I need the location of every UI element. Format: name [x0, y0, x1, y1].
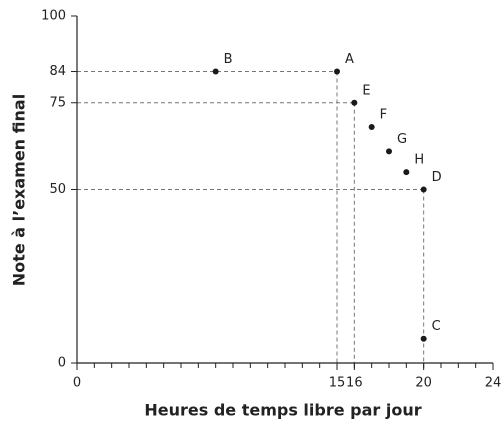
- point: [351, 99, 358, 106]
- point: [368, 124, 375, 131]
- point: [212, 68, 219, 75]
- point-label: D: [432, 170, 442, 185]
- x-tick-label: 24: [485, 376, 502, 391]
- point: [420, 335, 427, 342]
- point-label: F: [380, 108, 387, 123]
- x-tick-label: 16: [346, 376, 363, 391]
- point: [403, 169, 410, 176]
- y-tick-label: 100: [41, 9, 66, 24]
- y-tick-label: 75: [49, 95, 66, 110]
- point: [386, 148, 392, 155]
- point: [334, 68, 340, 75]
- y-tick-label: 0: [58, 356, 66, 371]
- y-axis-title: Note à l’examen final: [10, 94, 29, 286]
- point-label: E: [362, 83, 370, 98]
- point-label: C: [432, 319, 441, 334]
- point: [420, 186, 427, 193]
- y-tick-label: 84: [49, 64, 66, 79]
- x-tick-label: 0: [73, 376, 81, 391]
- point-label: H: [414, 153, 424, 168]
- x-tick-label: 15: [329, 376, 346, 391]
- point-label: B: [224, 52, 233, 67]
- point-label: G: [397, 132, 407, 147]
- point-label: A: [345, 52, 354, 67]
- x-axis-title: Heures de temps libre par jour: [144, 401, 421, 420]
- y-tick-label: 50: [49, 182, 66, 197]
- x-tick-label: 20: [415, 376, 432, 391]
